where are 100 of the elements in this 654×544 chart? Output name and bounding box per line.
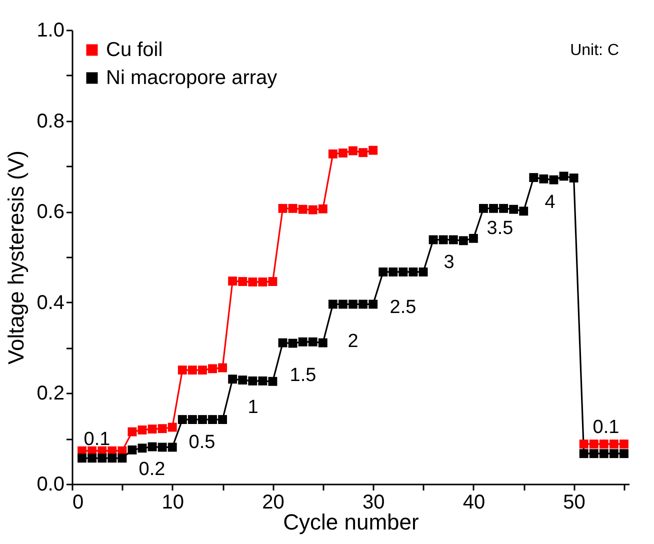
- y-tick-label: 0.4: [36, 292, 64, 314]
- y-axis-title: Voltage hysteresis (V): [4, 150, 29, 364]
- point: [358, 148, 368, 158]
- annotation: 0.2: [138, 459, 166, 480]
- point: [208, 364, 217, 374]
- point: [408, 268, 418, 276]
- point: [569, 174, 578, 182]
- point: [438, 235, 448, 244]
- point: [539, 174, 548, 184]
- point: [358, 300, 368, 309]
- point: [620, 440, 628, 449]
- point: [428, 235, 438, 244]
- legend-label: Cu foil: [106, 39, 163, 61]
- point: [128, 427, 137, 436]
- point: [308, 205, 318, 214]
- point: [328, 149, 338, 158]
- point: [288, 338, 298, 348]
- point: [78, 454, 87, 463]
- point: [98, 454, 107, 463]
- point: [138, 426, 147, 434]
- point: [238, 277, 248, 286]
- y-tick-label: 0.2: [36, 382, 64, 405]
- point: [609, 449, 618, 458]
- annotation: 3: [444, 252, 454, 273]
- annotation: 2: [348, 331, 358, 352]
- annotation: 4: [544, 192, 556, 213]
- point: [348, 146, 358, 156]
- annotation: 1: [248, 397, 258, 418]
- y-tick-label: 1.0: [36, 20, 64, 42]
- point: [318, 204, 328, 214]
- point: [248, 376, 258, 386]
- point: [268, 277, 278, 286]
- point: [318, 338, 328, 348]
- point: [148, 424, 157, 434]
- point: [448, 235, 458, 244]
- point: [609, 440, 618, 449]
- point: [368, 146, 378, 155]
- point: [388, 268, 398, 276]
- point: [198, 415, 207, 424]
- legend-label: Ni macropore array: [106, 67, 278, 89]
- point: [178, 366, 187, 375]
- point: [499, 204, 508, 213]
- point: [599, 440, 608, 449]
- annotation: 0.5: [188, 432, 216, 453]
- point: [118, 454, 127, 463]
- point: [258, 278, 268, 286]
- point: [338, 300, 348, 309]
- point: [599, 449, 608, 458]
- point: [168, 422, 177, 432]
- x-tick-label: 20: [262, 492, 284, 514]
- point: [579, 449, 588, 458]
- point: [278, 204, 288, 213]
- point: [620, 449, 628, 458]
- point: [338, 148, 348, 158]
- point: [188, 415, 197, 424]
- point: [468, 234, 478, 243]
- point: [178, 415, 187, 424]
- point: [168, 442, 177, 452]
- point: [348, 300, 358, 309]
- point: [158, 442, 167, 452]
- point: [378, 268, 388, 276]
- point: [368, 300, 378, 309]
- x-tick-label: 40: [462, 492, 486, 514]
- point: [258, 376, 268, 386]
- x-tick-label: 50: [563, 492, 586, 514]
- point: [458, 236, 468, 246]
- point: [128, 445, 137, 454]
- x-tick-label: 10: [162, 492, 184, 514]
- point: [208, 415, 217, 424]
- point: [559, 172, 568, 181]
- x-tick-label: 0: [72, 492, 84, 514]
- point: [88, 454, 97, 463]
- point: [218, 415, 228, 424]
- y-tick-label: 0.0: [36, 474, 64, 496]
- point: [489, 204, 498, 213]
- annotation: 0.1: [592, 417, 620, 438]
- point: [589, 440, 598, 449]
- point: [579, 440, 588, 449]
- point: [278, 338, 288, 348]
- point: [268, 376, 278, 386]
- point: [398, 268, 408, 276]
- point: [328, 300, 338, 309]
- y-tick-label: 0.8: [36, 110, 64, 132]
- annotation: Unit: C: [570, 42, 619, 59]
- point: [188, 366, 197, 375]
- point: [418, 268, 428, 276]
- point: [509, 204, 518, 214]
- point: [198, 366, 207, 375]
- point: [108, 454, 117, 463]
- annotation: 2.5: [390, 297, 416, 318]
- point: [308, 337, 318, 346]
- point: [218, 363, 228, 372]
- point: [148, 442, 157, 452]
- point: [298, 337, 308, 346]
- point: [529, 173, 538, 182]
- point: [238, 376, 248, 385]
- point: [298, 204, 308, 214]
- point: [519, 206, 528, 216]
- annotation: 0.1: [84, 429, 110, 450]
- point: [248, 278, 258, 286]
